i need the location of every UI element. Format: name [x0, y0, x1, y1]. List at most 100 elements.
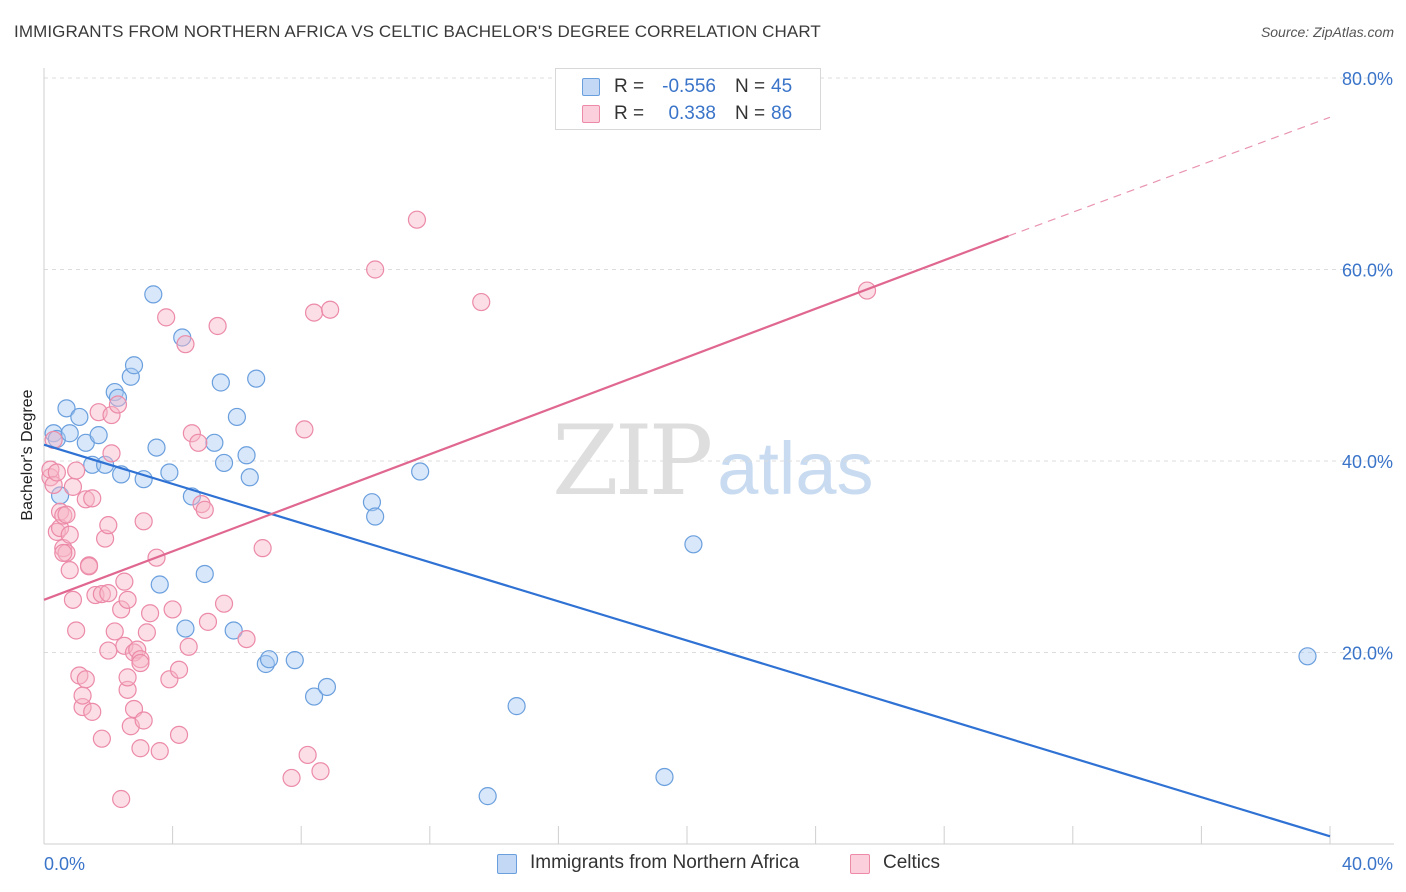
source-label: Source: ZipAtlas.com: [1260, 24, 1394, 40]
point-celtics: [99, 641, 118, 660]
point-celtics: [131, 739, 150, 758]
point-immigrants: [366, 507, 385, 526]
n-label: N =: [735, 76, 766, 97]
point-celtics: [79, 557, 99, 576]
point-celtics: [108, 395, 128, 414]
point-celtics: [198, 612, 218, 631]
point-celtics: [83, 702, 102, 721]
point-immigrants: [478, 787, 497, 806]
stats-legend-row-immigrants: R = -0.556 N = 45: [556, 74, 820, 100]
point-celtics: [176, 335, 195, 354]
point-celtics: [857, 281, 877, 300]
legend-label-celtics: Celtics: [883, 852, 941, 873]
point-celtics: [99, 584, 118, 603]
point-celtics: [140, 604, 160, 623]
y-tick-label: 40.0%: [1342, 452, 1393, 472]
point-celtics: [195, 500, 214, 519]
point-immigrants: [684, 535, 703, 554]
trendline-immigrants: [43, 443, 1331, 838]
point-celtics: [179, 637, 198, 656]
point-celtics: [208, 316, 227, 336]
legend-swatch-immigrants: [497, 854, 517, 874]
point-immigrants: [237, 446, 256, 465]
point-immigrants: [124, 356, 144, 375]
point-celtics: [67, 621, 86, 640]
y-tick-label: 20.0%: [1342, 644, 1393, 664]
point-immigrants: [411, 462, 430, 481]
point-celtics: [124, 643, 144, 662]
point-immigrants: [44, 424, 63, 443]
point-immigrants: [362, 493, 382, 512]
point-celtics: [60, 525, 79, 544]
trendline-celtics: [43, 234, 1009, 601]
point-celtics: [92, 729, 111, 748]
point-celtics: [253, 539, 272, 558]
point-celtics: [63, 590, 83, 609]
point-celtics: [366, 260, 385, 279]
point-celtics: [95, 529, 115, 548]
point-celtics: [99, 516, 118, 535]
y-tick-label: 80.0%: [1342, 69, 1393, 89]
point-celtics: [128, 640, 147, 659]
point-immigrants: [70, 407, 89, 427]
point-immigrants: [60, 424, 79, 443]
point-celtics: [134, 512, 153, 531]
point-celtics: [47, 463, 66, 482]
point-celtics: [112, 789, 131, 809]
point-immigrants: [57, 399, 76, 418]
y-axis-title: Bachelor's Degree: [19, 389, 36, 521]
point-celtics: [298, 745, 317, 765]
point-celtics: [134, 711, 153, 730]
point-celtics: [321, 300, 340, 319]
x-tick-label: 0.0%: [44, 854, 85, 874]
point-immigrants: [160, 463, 179, 482]
point-immigrants: [507, 697, 526, 716]
point-celtics: [76, 670, 95, 689]
point-celtics: [60, 561, 79, 580]
point-celtics: [131, 650, 150, 669]
point-celtics: [63, 477, 83, 496]
r-label: R =: [614, 103, 645, 124]
point-celtics: [237, 629, 256, 649]
point-immigrants: [1298, 647, 1317, 666]
point-celtics: [169, 660, 189, 679]
point-celtics: [54, 543, 73, 563]
point-celtics: [157, 308, 176, 327]
point-celtics: [118, 590, 137, 609]
n-label: N =: [735, 103, 766, 124]
point-immigrants: [317, 677, 337, 697]
point-immigrants: [147, 438, 166, 457]
point-celtics: [105, 622, 124, 641]
point-immigrants: [108, 388, 128, 407]
point-celtics: [102, 405, 121, 425]
legend-label-immigrants: Immigrants from Northern Africa: [530, 852, 800, 873]
r-value: 0.338: [668, 103, 716, 124]
point-immigrants: [240, 468, 259, 487]
point-immigrants: [195, 564, 214, 584]
point-celtics: [150, 742, 169, 761]
point-immigrants: [50, 486, 70, 505]
point-celtics: [131, 653, 150, 673]
point-celtics: [169, 725, 189, 744]
point-immigrants: [655, 767, 674, 787]
stats-legend: R = -0.556 N = 45 R = 0.338 N = 86: [555, 68, 821, 130]
y-tick-label: 60.0%: [1342, 261, 1393, 281]
chart-title: IMMIGRANTS FROM NORTHERN AFRICA VS CELTI…: [14, 22, 821, 41]
point-celtics: [407, 210, 427, 229]
point-immigrants: [150, 575, 169, 594]
point-celtics: [160, 670, 179, 689]
r-value: -0.556: [662, 76, 716, 97]
x-tick-label: 40.0%: [1342, 854, 1393, 874]
point-immigrants: [304, 687, 324, 706]
watermark-atlas: atlas: [717, 427, 874, 510]
point-immigrants: [247, 369, 266, 388]
point-celtics: [118, 668, 137, 687]
point-immigrants: [227, 407, 246, 427]
point-celtics: [295, 420, 314, 439]
legend-swatch-celtics: [582, 105, 600, 123]
legend-swatch-immigrants: [582, 78, 600, 96]
point-celtics: [192, 494, 211, 514]
point-celtics: [182, 424, 201, 443]
point-celtics: [189, 433, 208, 452]
